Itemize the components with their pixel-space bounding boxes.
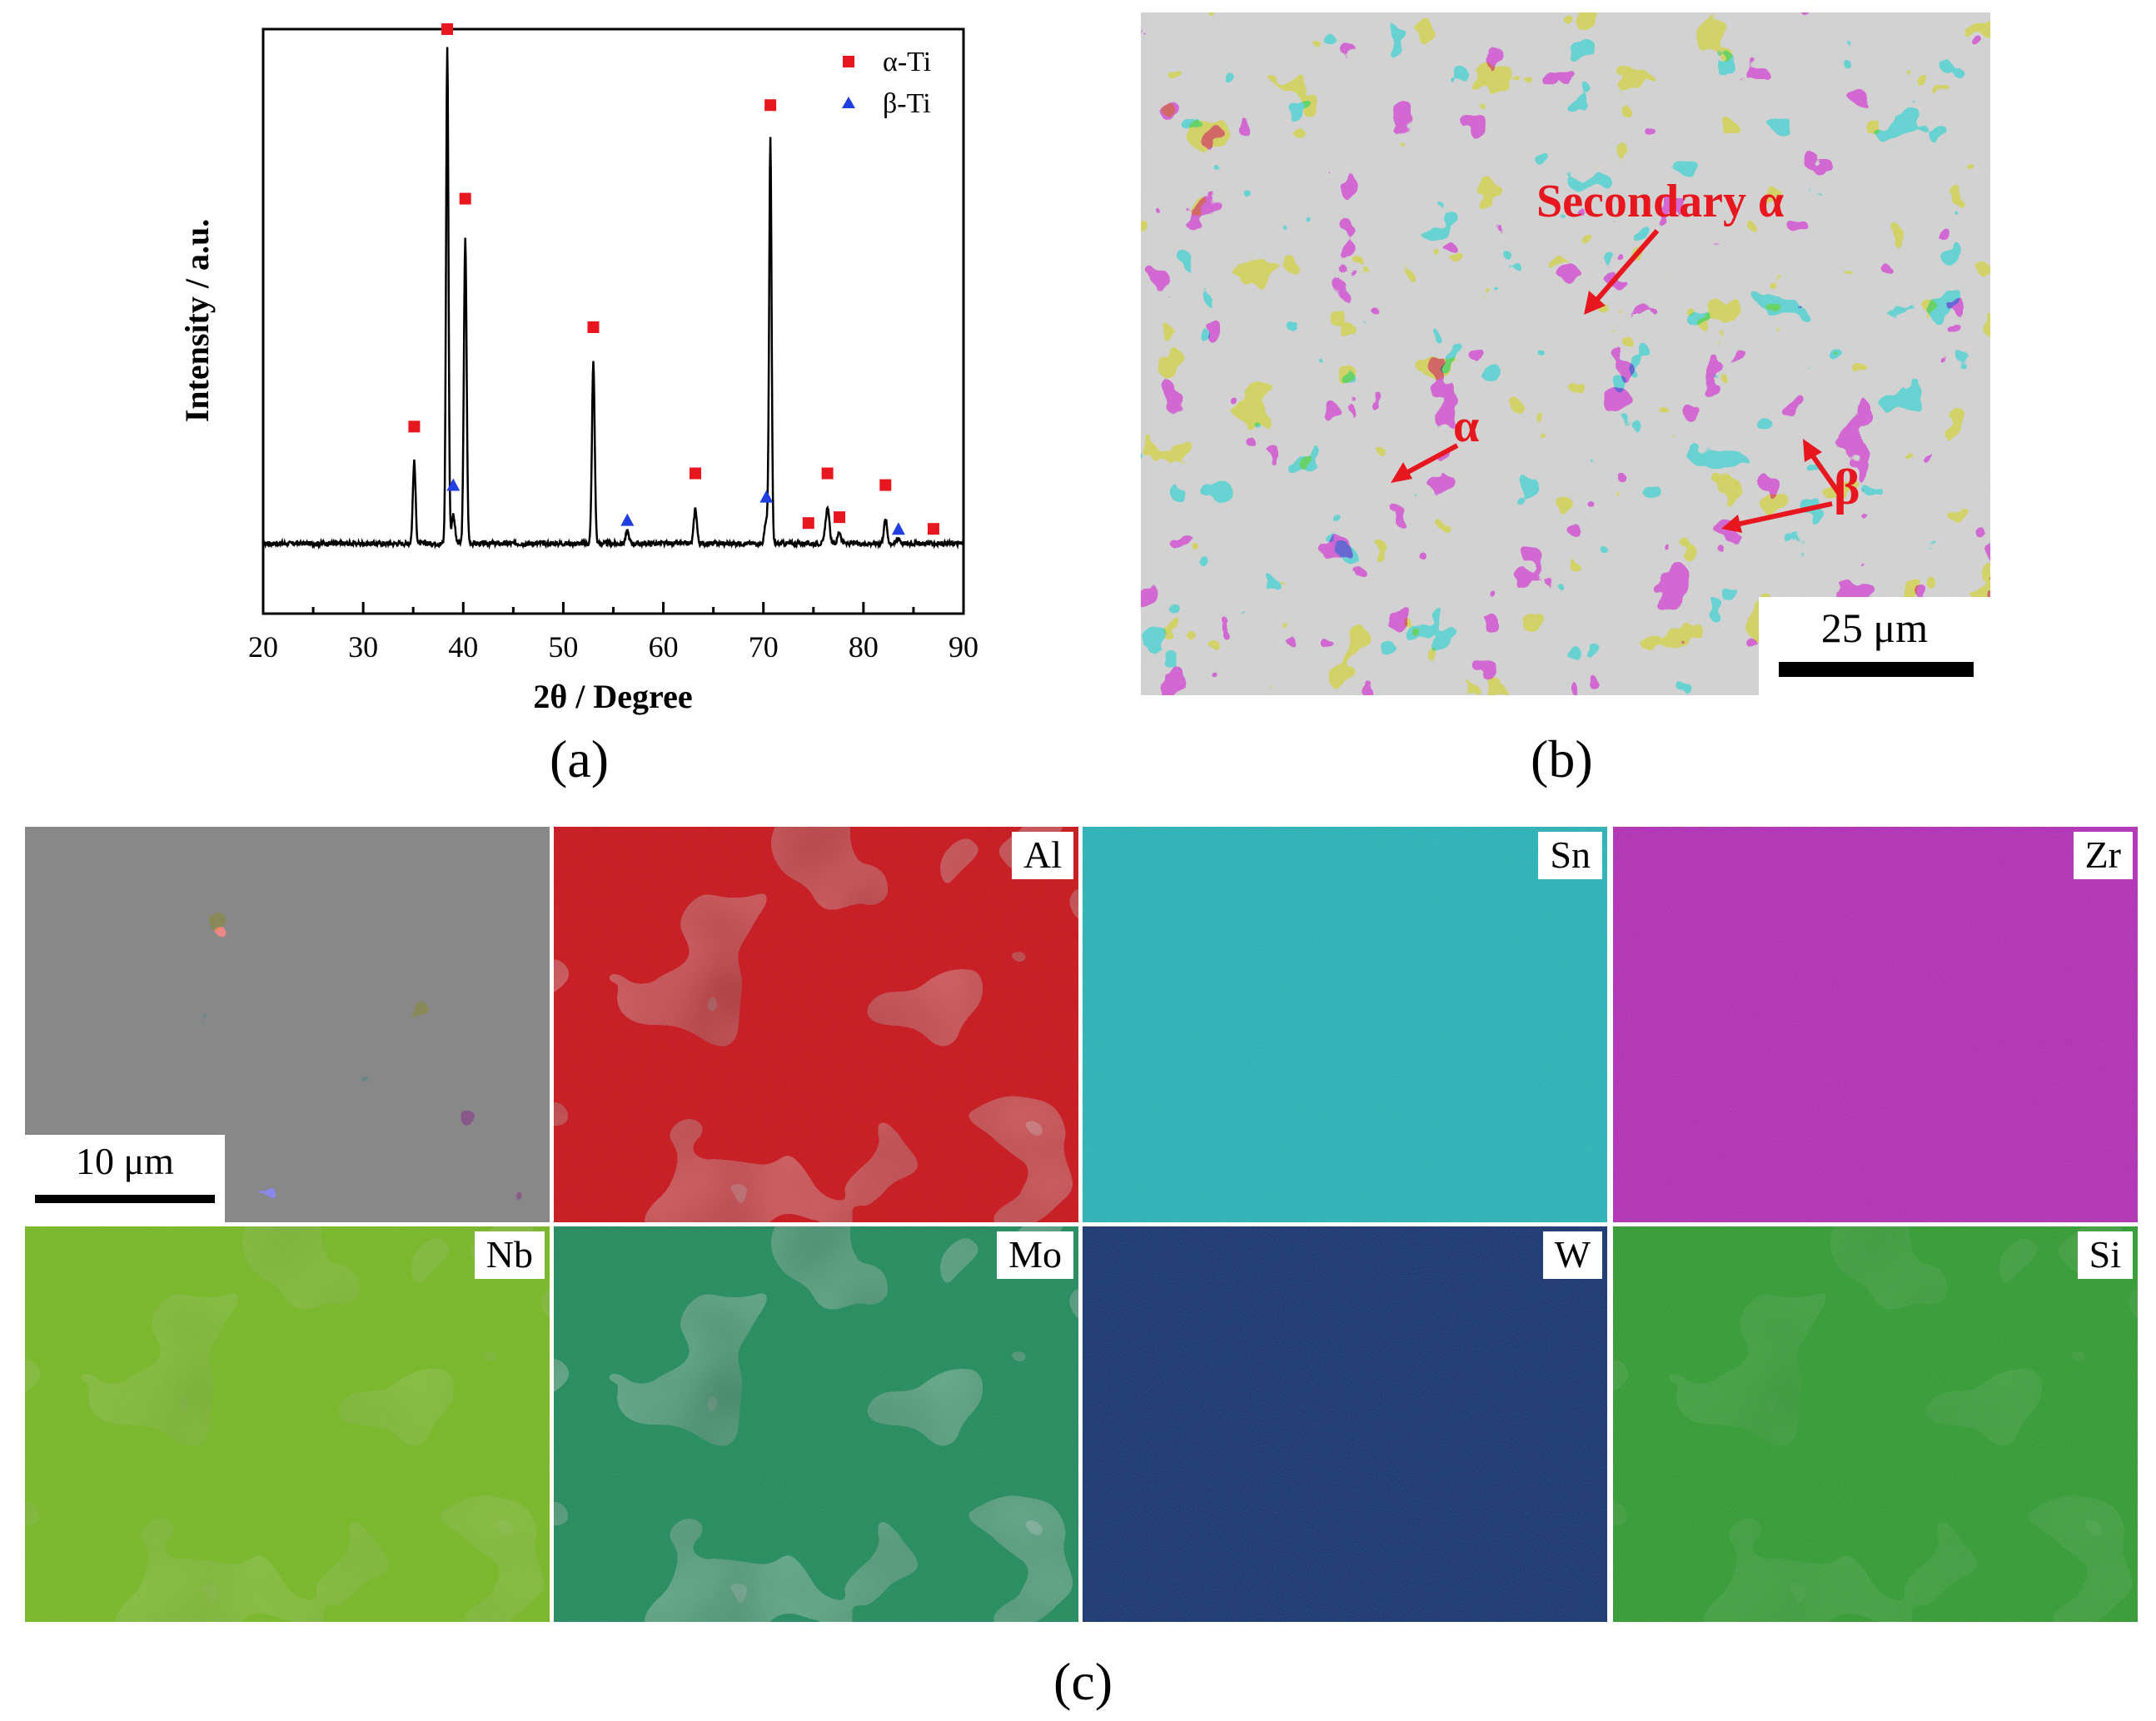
beta-arrow-lower — [1735, 501, 1833, 527]
alpha-annotation: α — [1453, 400, 1479, 452]
eds-bse-image: 10 μm — [25, 827, 550, 1222]
alpha-ti-marker — [408, 420, 421, 433]
legend-beta-label: β-Ti — [883, 88, 931, 119]
x-tick-label: 70 — [749, 630, 779, 664]
sem-scalebar-label: 25 μm — [1820, 604, 1929, 651]
panel-c-label: (c) — [1053, 1652, 1113, 1711]
eds-map-mo: Mo — [554, 1226, 1078, 1622]
beta-ti-marker — [891, 522, 905, 535]
x-tick-label: 40 — [448, 630, 478, 664]
panel-b-label: (b) — [1531, 729, 1593, 788]
bse-scalebar-box: 10 μm — [25, 1135, 225, 1222]
x-tick-label: 60 — [649, 630, 679, 664]
beta-arrow-upper — [1809, 452, 1843, 497]
alpha-ti-marker — [802, 517, 814, 530]
sem-scalebar-box: 25 μm — [1759, 597, 1990, 695]
eds-map-si-label: Si — [2077, 1231, 2133, 1279]
xrd-pattern-line — [262, 47, 965, 550]
plot-frame — [261, 27, 965, 615]
x-tick-label: 50 — [548, 630, 578, 664]
eds-map-mo-label: Mo — [997, 1231, 1073, 1279]
x-tick-label: 20 — [248, 630, 278, 664]
alpha-arrow — [1402, 443, 1459, 477]
bse-scalebar-label: 10 μm — [76, 1140, 174, 1182]
x-axis-title: 2θ / Degree — [533, 678, 692, 715]
alpha-ti-marker — [459, 192, 471, 205]
eds-map-al: Al — [554, 827, 1078, 1222]
eds-map-w-label: W — [1542, 1231, 1602, 1279]
legend-alpha-label: α-Ti — [883, 47, 931, 77]
legend-alpha-marker — [843, 56, 854, 67]
bse-scalebar-bar — [35, 1195, 215, 1203]
eds-map-zr-label: Zr — [2073, 832, 2133, 879]
sem-scalebar-bar — [1779, 662, 1974, 677]
secondary-alpha-arrowhead — [1584, 291, 1606, 315]
xrd-chart-svg: 20 30 40 50 60 70 80 90 α-Ti β-Ti 2θ / Degree I… — [178, 23, 978, 715]
alpha-ti-marker — [927, 523, 939, 535]
beta-annotation: β — [1834, 460, 1860, 515]
panel-b-sem-image: Secondary α α β 25 μm — [1141, 12, 1990, 695]
beta-ti-marker — [446, 478, 461, 491]
beta-arrow-upper-head — [1803, 439, 1822, 462]
x-tick-label: 90 — [949, 630, 978, 664]
alpha-ti-marker — [587, 321, 600, 334]
alpha-arrowhead — [1391, 462, 1412, 483]
eds-map-nb: Nb — [25, 1226, 550, 1622]
eds-map-w: W — [1083, 1226, 1607, 1622]
eds-map-al-label: Al — [1012, 832, 1073, 879]
x-tick-label: 30 — [348, 630, 378, 664]
secondary-alpha-annotation: Secondary α — [1536, 176, 1784, 227]
alpha-ti-marker — [441, 23, 454, 35]
eds-map-sn: Sn — [1083, 827, 1607, 1222]
eds-map-zr: Zr — [1613, 827, 2138, 1222]
y-axis-title: Intensity / a.u. — [178, 219, 216, 423]
eds-map-sn-label: Sn — [1538, 832, 1602, 879]
alpha-ti-marker — [879, 479, 892, 491]
eds-map-si: Si — [1613, 1226, 2138, 1622]
eds-map-nb-label: Nb — [474, 1231, 545, 1279]
alpha-ti-marker — [690, 467, 702, 480]
alpha-ti-marker — [764, 99, 777, 112]
sem-micrograph: Secondary α α β — [1141, 12, 1990, 695]
secondary-alpha-arrow — [1592, 229, 1660, 304]
beta-ti-marker — [620, 513, 635, 526]
beta-arrow-lower-head — [1721, 515, 1742, 533]
sem-fine-texture — [1141, 12, 1990, 695]
x-tick-label: 80 — [849, 630, 879, 664]
panel-a-xrd-chart: 20 30 40 50 60 70 80 90 α-Ti β-Ti 2θ / Degree I… — [167, 12, 1008, 737]
panel-a-label: (a) — [550, 729, 610, 788]
legend-beta-marker — [842, 97, 855, 108]
alpha-ti-marker — [821, 467, 834, 480]
alpha-ti-marker — [834, 511, 846, 524]
beta-ti-marker — [759, 490, 774, 503]
